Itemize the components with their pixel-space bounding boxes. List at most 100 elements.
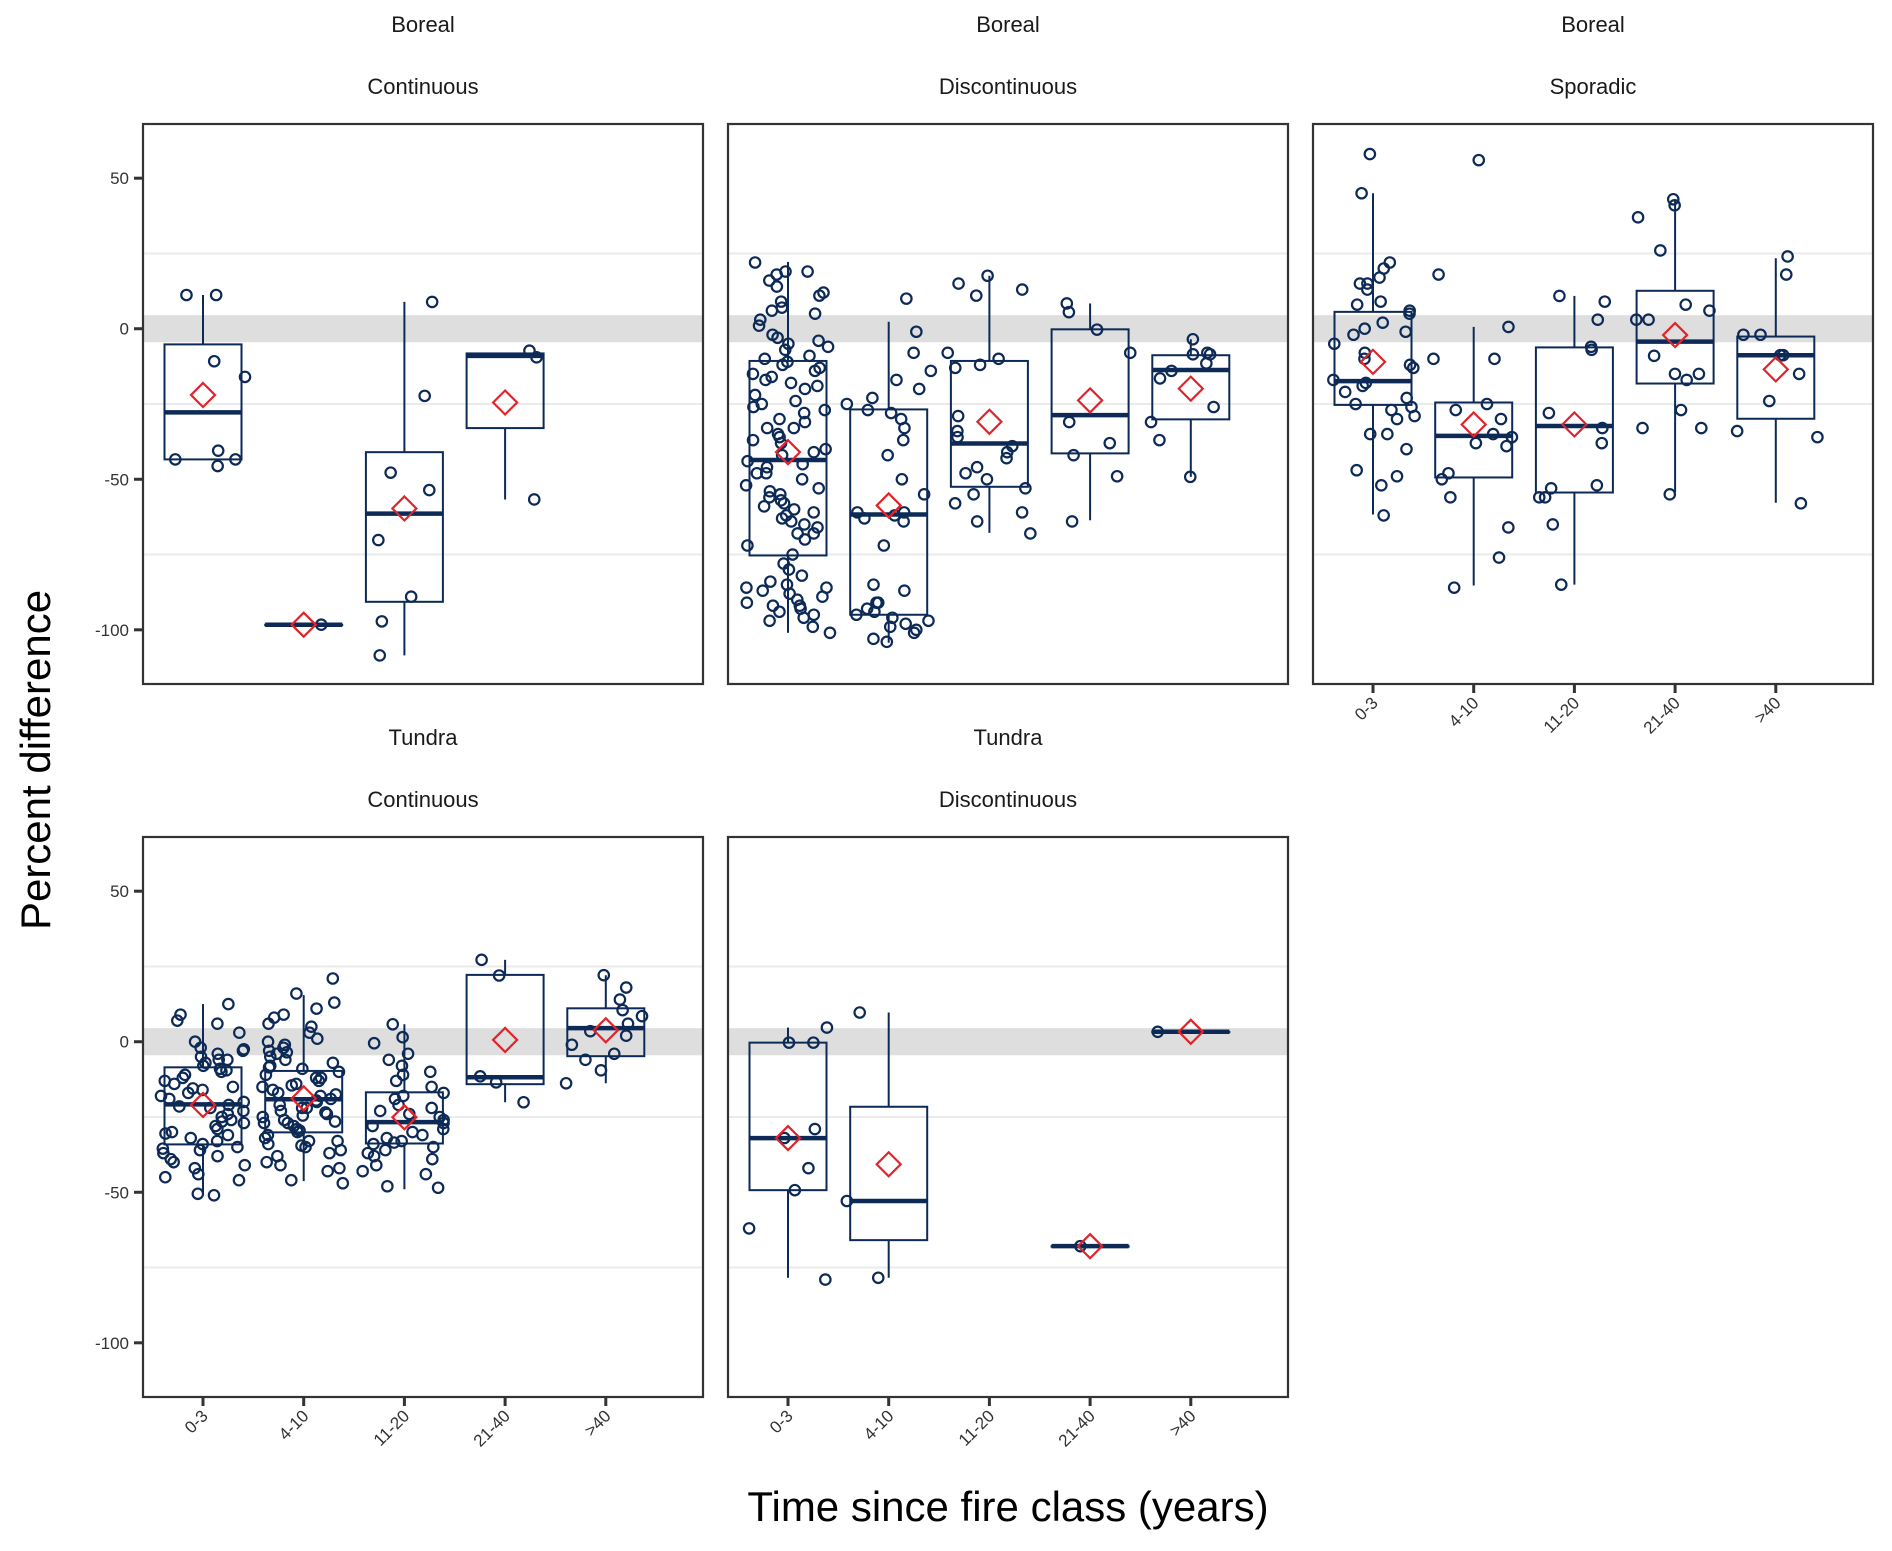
data-point bbox=[321, 1164, 334, 1178]
data-point bbox=[594, 1064, 608, 1077]
data-point bbox=[899, 617, 912, 631]
data-point bbox=[880, 635, 894, 649]
data-point bbox=[797, 406, 811, 420]
data-point bbox=[1781, 250, 1794, 263]
x-tick-label: 4-10 bbox=[1445, 693, 1482, 730]
box-group-11-20 bbox=[1532, 289, 1614, 591]
data-point bbox=[356, 1164, 369, 1178]
mean-marker bbox=[1177, 375, 1205, 403]
data-point bbox=[431, 1181, 445, 1195]
data-point bbox=[1494, 412, 1508, 426]
data-point bbox=[1377, 509, 1390, 522]
data-point bbox=[312, 1074, 326, 1088]
data-point bbox=[1090, 323, 1104, 336]
data-point bbox=[924, 364, 938, 378]
data-point bbox=[416, 1128, 429, 1142]
data-point bbox=[867, 632, 880, 646]
y-tick-label: -50 bbox=[104, 1183, 129, 1202]
data-point bbox=[285, 1079, 299, 1092]
mean-marker bbox=[774, 1124, 802, 1152]
box-group->40 bbox=[1151, 1018, 1231, 1046]
data-point bbox=[788, 1183, 802, 1197]
mean-marker bbox=[290, 611, 318, 639]
data-point bbox=[191, 1167, 205, 1181]
data-point bbox=[1598, 295, 1612, 308]
data-point bbox=[1730, 424, 1744, 438]
data-point bbox=[1065, 515, 1079, 528]
data-point bbox=[774, 295, 788, 308]
mean-marker bbox=[1177, 1018, 1205, 1046]
data-point bbox=[1505, 430, 1519, 444]
data-point bbox=[801, 265, 814, 278]
data-point bbox=[401, 1047, 415, 1061]
mean-marker bbox=[592, 1016, 620, 1044]
data-point bbox=[293, 1124, 306, 1137]
data-point bbox=[1488, 352, 1501, 366]
data-point bbox=[1486, 427, 1500, 441]
data-point bbox=[1590, 478, 1604, 492]
data-point bbox=[229, 453, 242, 466]
data-point bbox=[789, 394, 802, 408]
data-point bbox=[1060, 297, 1074, 310]
data-point bbox=[764, 575, 777, 588]
data-point bbox=[1356, 379, 1369, 393]
data-point bbox=[277, 1113, 291, 1127]
data-point bbox=[798, 533, 812, 546]
data-point bbox=[1186, 332, 1200, 346]
data-point bbox=[770, 268, 783, 281]
data-point bbox=[807, 527, 821, 540]
data-point bbox=[261, 1128, 275, 1142]
data-point bbox=[1062, 305, 1076, 319]
data-point bbox=[171, 1014, 184, 1027]
data-point bbox=[207, 354, 221, 368]
data-point bbox=[1596, 421, 1609, 435]
data-point bbox=[765, 370, 779, 384]
data-point bbox=[973, 358, 987, 372]
data-point bbox=[164, 1152, 178, 1166]
data-point bbox=[379, 1143, 392, 1157]
data-point bbox=[858, 512, 871, 525]
data-point bbox=[1631, 211, 1645, 224]
data-point bbox=[753, 313, 767, 326]
mean-marker bbox=[875, 491, 903, 520]
data-point bbox=[157, 1146, 170, 1160]
x-axis-title: Time since fire class (years) bbox=[747, 1483, 1268, 1530]
data-point bbox=[1542, 406, 1556, 420]
data-point bbox=[951, 430, 964, 444]
data-point bbox=[163, 1092, 176, 1106]
data-point bbox=[237, 1042, 251, 1056]
data-point bbox=[1390, 412, 1404, 426]
data-point bbox=[1373, 271, 1386, 284]
data-point bbox=[757, 500, 771, 513]
data-point bbox=[917, 488, 931, 501]
data-point bbox=[907, 626, 921, 640]
data-point bbox=[798, 382, 812, 396]
data-point bbox=[778, 343, 792, 357]
data-point bbox=[746, 433, 760, 447]
data-point bbox=[1074, 1239, 1087, 1253]
data-point bbox=[816, 590, 829, 603]
data-point bbox=[279, 1053, 292, 1067]
data-point bbox=[437, 1116, 450, 1130]
panel-boreal-discontinuous: Boreal Discontinuous bbox=[726, 12, 1290, 686]
data-point bbox=[1327, 337, 1341, 351]
data-point bbox=[740, 596, 754, 610]
data-point bbox=[215, 1115, 229, 1128]
data-point bbox=[1647, 349, 1661, 363]
data-point bbox=[868, 605, 881, 619]
data-point bbox=[746, 367, 760, 381]
data-point bbox=[1553, 289, 1566, 303]
mean-marker bbox=[774, 438, 802, 466]
data-point bbox=[883, 620, 897, 634]
data-point bbox=[369, 1158, 383, 1172]
data-point bbox=[256, 1110, 270, 1124]
data-point bbox=[1358, 322, 1371, 336]
box bbox=[1151, 354, 1231, 421]
box-group-0-3 bbox=[742, 1021, 834, 1286]
data-point bbox=[1663, 488, 1677, 501]
data-point bbox=[1123, 346, 1137, 360]
data-point bbox=[1015, 506, 1029, 519]
data-point bbox=[786, 548, 799, 561]
data-point bbox=[296, 1062, 309, 1076]
data-point bbox=[807, 445, 821, 459]
